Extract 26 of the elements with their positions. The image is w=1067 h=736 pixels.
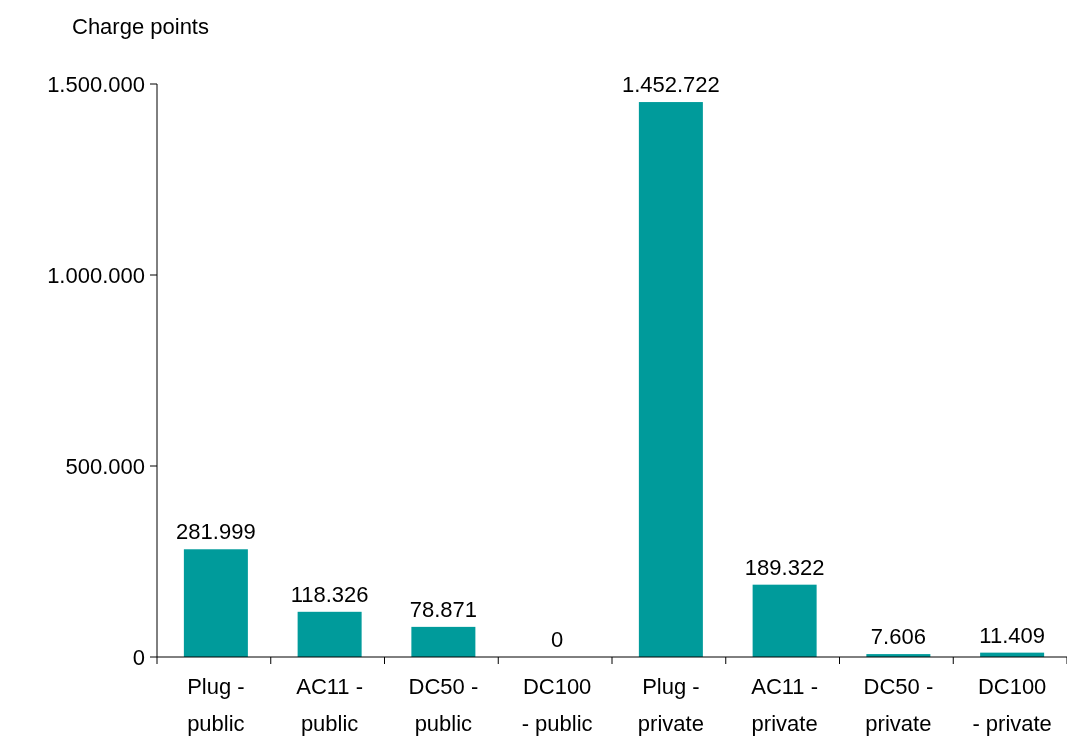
bar bbox=[183, 549, 248, 657]
bar bbox=[752, 584, 817, 657]
data-label: 118.326 bbox=[290, 581, 369, 607]
x-tick-label: DC50 - public bbox=[408, 674, 479, 736]
y-tick-label: 1.500.000 bbox=[47, 71, 145, 97]
data-label: 7.606 bbox=[870, 624, 926, 650]
data-label: 11.409 bbox=[979, 622, 1045, 648]
bar bbox=[297, 611, 362, 657]
data-label: 189.322 bbox=[744, 554, 825, 580]
data-label: 78.871 bbox=[409, 596, 478, 622]
data-label: 1.452.722 bbox=[621, 72, 720, 98]
x-tick-label: Plug - private bbox=[637, 674, 704, 736]
y-tick-label: 1.000.000 bbox=[47, 262, 145, 288]
data-label: 281.999 bbox=[176, 519, 256, 545]
y-axis-title: Charge points bbox=[72, 14, 209, 39]
x-tick-label: Plug - public bbox=[187, 674, 245, 736]
data-label: 0 bbox=[551, 627, 564, 652]
x-tick-label: DC100 - private bbox=[972, 674, 1052, 736]
y-tick-label: 500.000 bbox=[65, 453, 145, 479]
bar bbox=[411, 626, 476, 657]
x-tick-label: DC50 - private bbox=[863, 674, 934, 736]
x-tick-label: AC11 - public bbox=[296, 674, 364, 736]
y-tick-label: 0 bbox=[132, 644, 145, 670]
x-tick-label: DC100 - public bbox=[521, 674, 593, 736]
bar bbox=[638, 102, 703, 657]
x-tick-label: AC11 - private bbox=[751, 674, 819, 736]
